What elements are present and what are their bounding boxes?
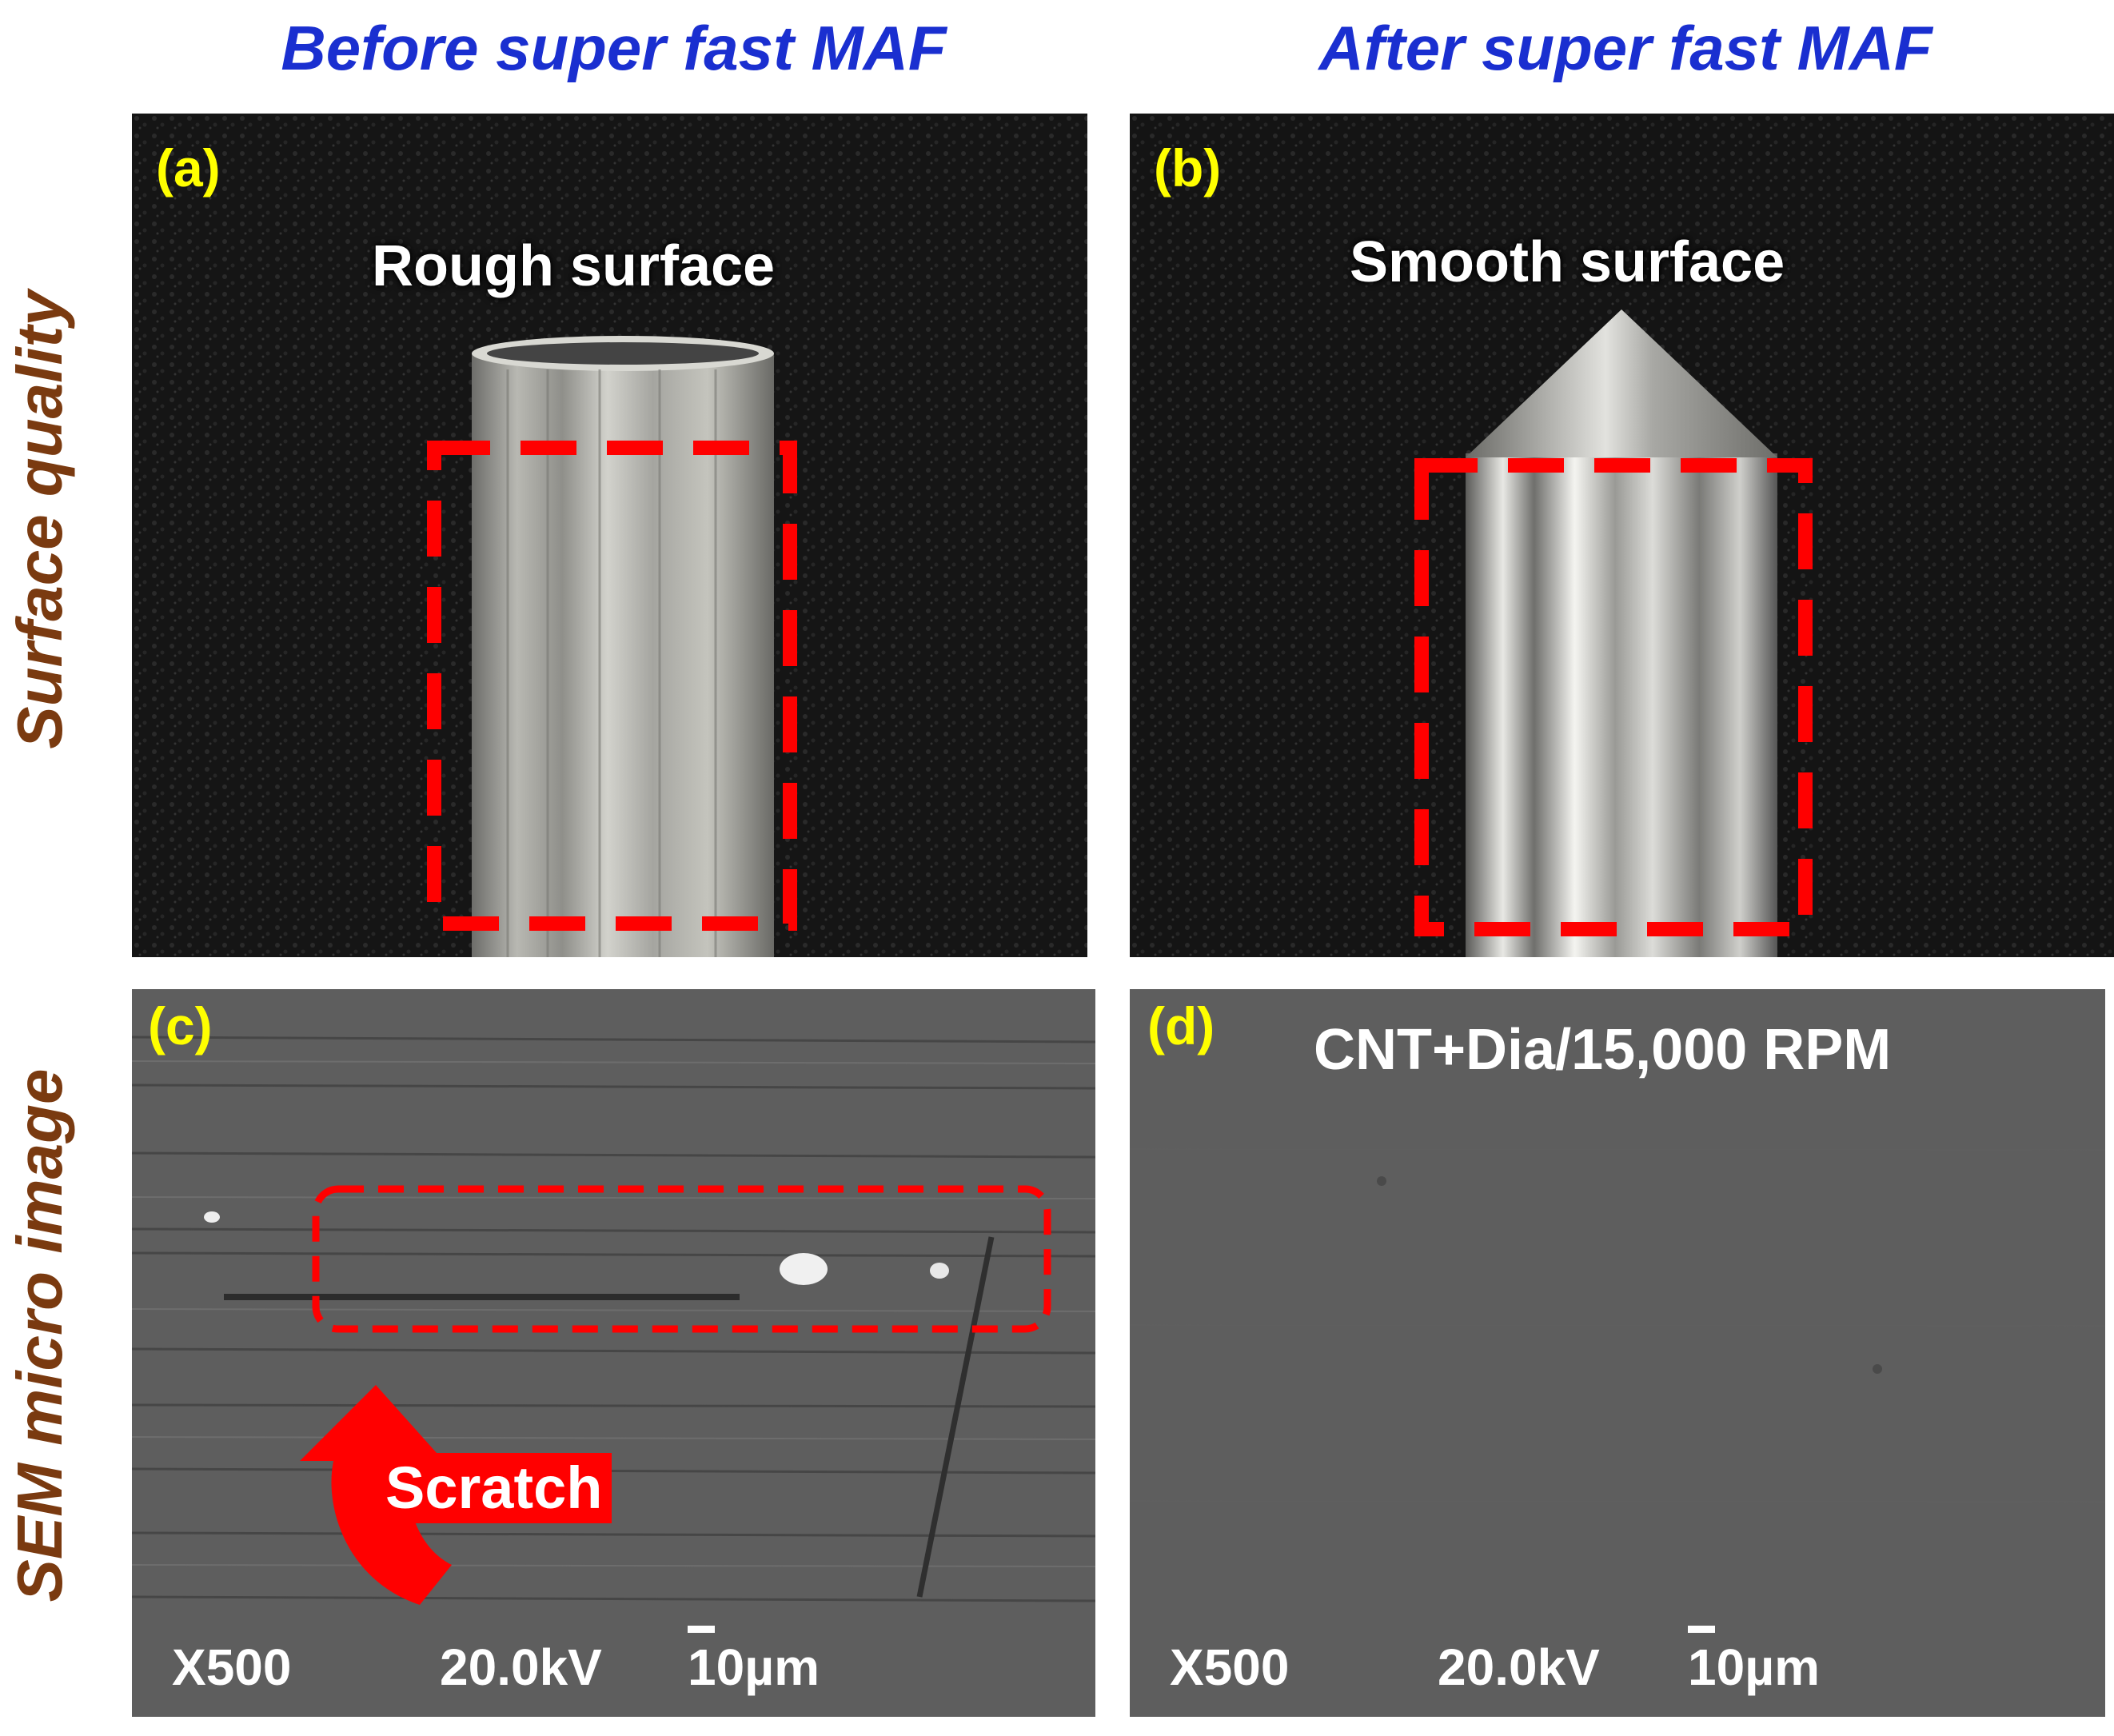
panel-d-scale-label: 10µm	[1688, 1638, 1820, 1696]
panel-c-scale-bar	[688, 1626, 715, 1633]
panel-d-magnification: X500	[1170, 1638, 1290, 1696]
rough-rod-photo	[132, 114, 1087, 957]
panel-d-caption: CNT+Dia/15,000 RPM	[1314, 1018, 1892, 1082]
panel-b-caption: Smooth surface	[1350, 230, 1785, 294]
panel-a-caption: Rough surface	[372, 234, 776, 298]
sem-scratched-surface	[132, 989, 1095, 1717]
panel-a-label: (a)	[156, 138, 221, 198]
panel-d-voltage: 20.0kV	[1438, 1638, 1600, 1696]
sem-smooth-surface	[1130, 989, 2105, 1717]
panel-c-label: (c)	[148, 996, 213, 1056]
panel-c-magnification: X500	[172, 1638, 292, 1696]
panel-c-scale-label: 10µm	[688, 1638, 820, 1696]
panel-d-scale-bar	[1688, 1626, 1715, 1633]
column-title-after: After super fast MAF	[1318, 13, 1933, 83]
panel-b-label: (b)	[1154, 138, 1222, 198]
panel-d-label: (d)	[1147, 996, 1215, 1056]
column-title-before: Before super fast MAF	[281, 13, 947, 83]
panel-b-smooth-surface-photo: (b) Smooth surface	[1130, 114, 2114, 957]
panel-c-sem-before: (c) Scratch X500 20.0kV 10µm	[132, 989, 1095, 1717]
panel-c-voltage: 20.0kV	[440, 1638, 602, 1696]
row-title-sem-micro-image: SEM micro image	[4, 1068, 75, 1602]
scratch-annotation: Scratch	[376, 1453, 612, 1523]
panel-d-sem-after: (d) CNT+Dia/15,000 RPM X500 20.0kV 10µm	[1130, 989, 2105, 1717]
row-title-surface-quality: Surface quality	[4, 290, 75, 749]
panel-a-rough-surface-photo: (a) Rough surface	[132, 114, 1087, 957]
smooth-rod-photo	[1130, 114, 2114, 957]
